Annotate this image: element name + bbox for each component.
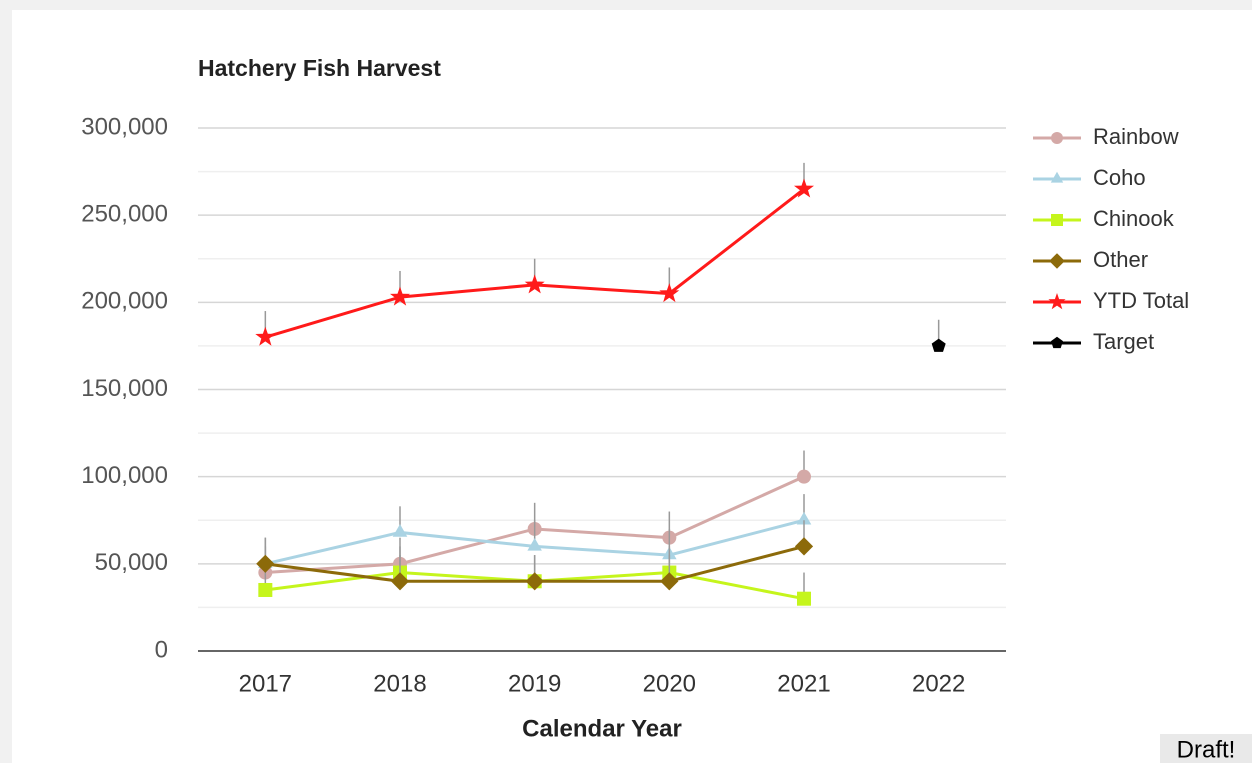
x-tick-label: 2022 — [912, 670, 965, 697]
watermark-box — [1160, 734, 1252, 763]
x-tick-label: 2021 — [777, 670, 830, 697]
x-tick-label: 2020 — [643, 670, 696, 697]
chart-title: Hatchery Fish Harvest — [198, 55, 441, 81]
marker — [256, 554, 275, 573]
legend-marker — [1049, 253, 1065, 269]
x-tick-label: 2019 — [508, 670, 561, 697]
marker — [660, 572, 679, 591]
marker — [527, 538, 542, 551]
x-tick-label: 2018 — [373, 670, 426, 697]
marker — [797, 591, 811, 606]
marker — [525, 572, 544, 591]
y-tick-label: 100,000 — [81, 462, 168, 489]
marker — [659, 283, 680, 303]
marker — [255, 326, 276, 346]
legend-label: Coho — [1093, 165, 1146, 190]
y-tick-label: 300,000 — [81, 113, 168, 140]
legend-label: Chinook — [1093, 206, 1175, 231]
legend-label: YTD Total — [1093, 288, 1189, 313]
legend-marker — [1051, 132, 1063, 144]
marker — [797, 469, 811, 484]
marker — [392, 524, 408, 537]
watermark: Draft! — [1177, 736, 1236, 763]
marker — [794, 537, 814, 556]
legend-marker — [1048, 293, 1066, 310]
marker — [390, 572, 410, 591]
marker — [258, 582, 273, 597]
y-tick-label: 250,000 — [81, 201, 168, 228]
x-tick-label: 2017 — [239, 670, 292, 697]
y-tick-label: 200,000 — [81, 288, 168, 315]
legend-marker — [1050, 171, 1064, 183]
legend-label: Target — [1093, 329, 1154, 354]
marker — [796, 511, 812, 525]
chart-panel — [12, 10, 1252, 763]
marker — [794, 178, 814, 198]
x-axis-label: Calendar Year — [522, 715, 682, 742]
legend-marker — [1051, 214, 1063, 226]
marker — [524, 274, 545, 294]
marker — [390, 286, 410, 306]
legend-label: Other — [1093, 247, 1148, 272]
marker — [931, 338, 946, 352]
y-tick-label: 150,000 — [81, 375, 168, 402]
y-tick-label: 0 — [155, 636, 168, 663]
legend-label: Rainbow — [1093, 124, 1179, 149]
legend-marker — [1051, 336, 1063, 349]
y-tick-label: 50,000 — [95, 549, 168, 576]
